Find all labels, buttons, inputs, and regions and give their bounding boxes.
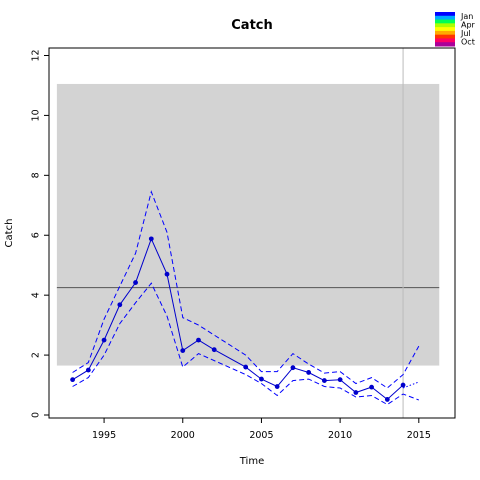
data-point [337,377,343,383]
data-point [180,348,186,353]
legend-swatch [435,15,455,21]
x-axis-label: Time [239,456,264,467]
data-point [243,364,249,370]
data-point [384,397,390,402]
legend-swatch [435,34,455,39]
data-point [290,365,296,371]
legend-label: Jul [460,29,471,38]
data-point [148,236,154,242]
data-point [400,382,406,388]
data-point [164,271,170,277]
y-tick-label: 0 [30,412,41,418]
series-line-2 [72,282,419,406]
data-point [274,384,280,389]
plot-frame [48,47,456,419]
legend-swatch [435,38,455,43]
data-point [211,347,217,353]
y-tick-label: 12 [30,49,41,61]
y-tick-label: 6 [30,232,41,238]
legend-swatch [435,30,455,36]
x-tick-label: 2010 [328,430,352,441]
data-point [353,390,359,395]
x-tick-label: 2005 [249,430,273,441]
data-point [70,377,76,383]
y-tick-label: 8 [30,172,41,178]
legend-label: Jan [460,12,473,21]
legend-swatch [435,42,455,47]
legend-swatch [435,12,455,17]
legend-label: Apr [461,21,476,30]
y-tick-label: 10 [30,109,41,121]
data-point [259,376,264,382]
data-point [133,280,138,285]
x-tick-label: 2015 [407,430,431,441]
series-line-3 [402,381,419,389]
legend-swatch [435,19,455,24]
data-point [117,302,123,308]
legend-swatch [435,27,455,32]
y-axis: 0 2 4 6 8 10 12 [30,49,49,418]
data-point [85,367,91,373]
legend-swatch [435,23,455,28]
x-tick-label: 1995 [92,430,116,441]
reference-band [56,83,440,366]
chart-title: Catch [231,18,273,33]
x-tick-label: 2000 [171,430,195,441]
data-point [306,370,312,375]
x-axis: 1995 2000 2005 2010 2015 [92,418,431,441]
y-axis-label: Catch [4,219,15,248]
data-point [369,384,374,390]
series-line-1 [72,190,420,389]
y-tick-label: 4 [30,292,41,298]
data-point [321,378,327,383]
legend-label: Oct [461,38,475,47]
data-point [101,337,107,343]
y-tick-label: 2 [30,352,41,358]
data-point [196,337,201,343]
